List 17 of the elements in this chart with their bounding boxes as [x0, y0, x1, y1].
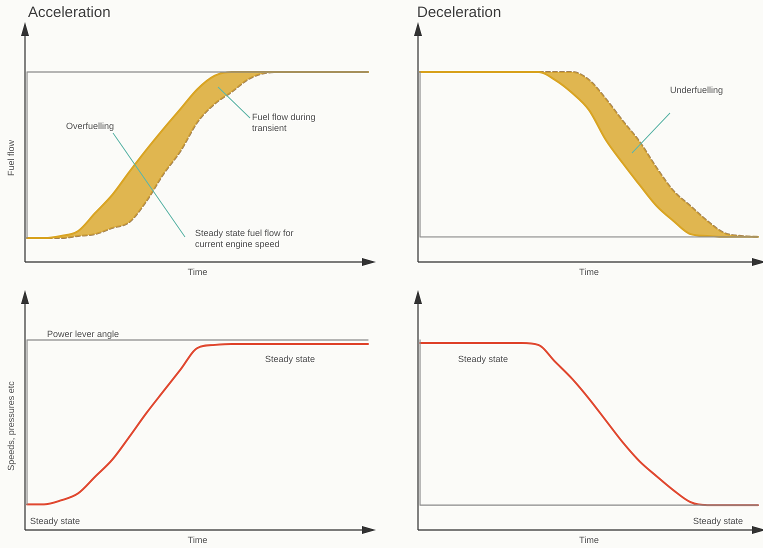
annotation: Steady state — [458, 354, 508, 365]
annotation: Underfuelling — [670, 85, 724, 96]
annotation: Overfuelling — [66, 121, 114, 132]
annotation: Steady state — [693, 516, 744, 527]
y-axis-title: Speeds, pressures etc — [6, 381, 16, 471]
chart-title: Deceleration — [417, 4, 502, 21]
x-axis-title: Time — [188, 267, 208, 277]
x-axis-title: Time — [579, 535, 599, 545]
annotation: Steady state — [30, 516, 80, 527]
x-axis-title: Time — [579, 267, 599, 277]
y-axis-title: Fuel flow — [6, 140, 16, 176]
x-axis-title: Time — [188, 535, 208, 545]
chart-title: Acceleration — [28, 4, 111, 21]
annotation: Fuel flow during transient — [252, 112, 317, 134]
text: Power lever angle — [47, 329, 120, 340]
annotation: Steady state fuel flow for current engine speed — [195, 228, 295, 250]
annotation: Steady state — [265, 354, 316, 365]
